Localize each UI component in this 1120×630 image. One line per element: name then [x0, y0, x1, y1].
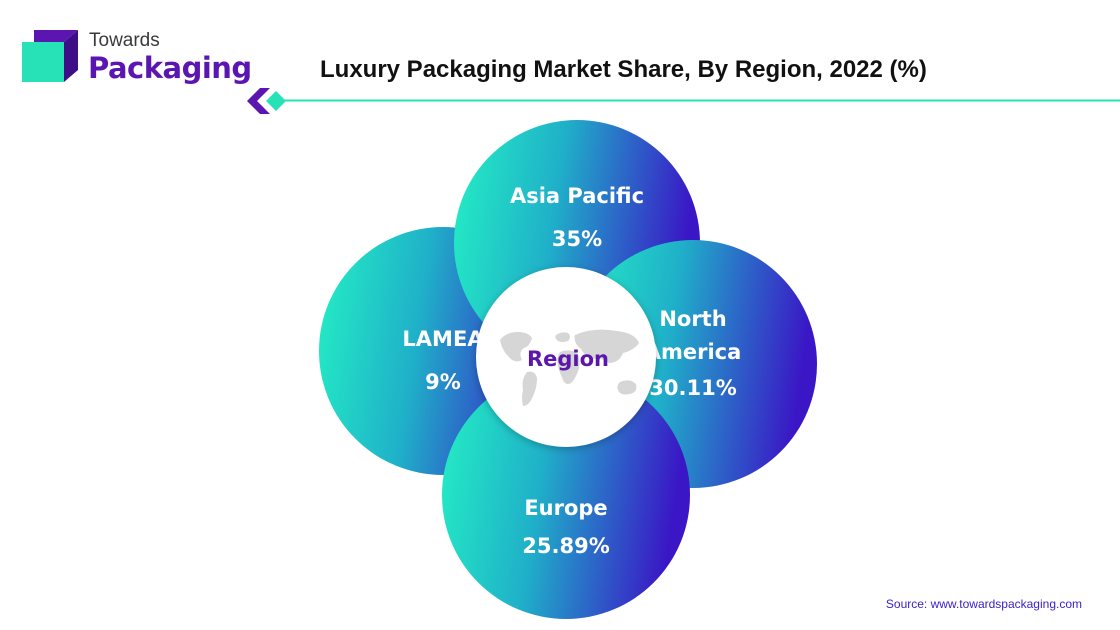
category-label-lamea: LAMEA [402, 327, 484, 351]
category-label-asia-pacific: Asia Pacific [510, 184, 644, 208]
category-label-north-america: North [659, 307, 726, 331]
chart-title: Luxury Packaging Market Share, By Region… [320, 56, 927, 83]
logo-cube-icon [22, 30, 78, 82]
bubble-shape-europe [442, 371, 690, 619]
center-label: Region [527, 347, 609, 371]
category-label-north-america: America [645, 340, 742, 364]
brand-name-line1: Towards [89, 30, 160, 51]
title-divider [247, 88, 1120, 114]
brand-name-line2: Packaging [88, 51, 252, 85]
world-map-icon [500, 329, 639, 406]
value-label-asia-pacific: 35% [552, 227, 602, 251]
bubble-europe: Europe 25.89% [442, 371, 690, 619]
source-note: Source: www.towardspackaging.com [885, 597, 1082, 611]
category-label-europe: Europe [524, 496, 607, 520]
value-label-lamea: 9% [425, 370, 461, 394]
value-label-north-america: 30.11% [649, 376, 736, 400]
title-rule-line [284, 99, 1120, 102]
chevron-left-icon [247, 88, 270, 114]
diamond-icon [266, 91, 286, 111]
brand-logo: Towards Packaging [22, 26, 262, 90]
value-label-europe: 25.89% [522, 534, 609, 558]
